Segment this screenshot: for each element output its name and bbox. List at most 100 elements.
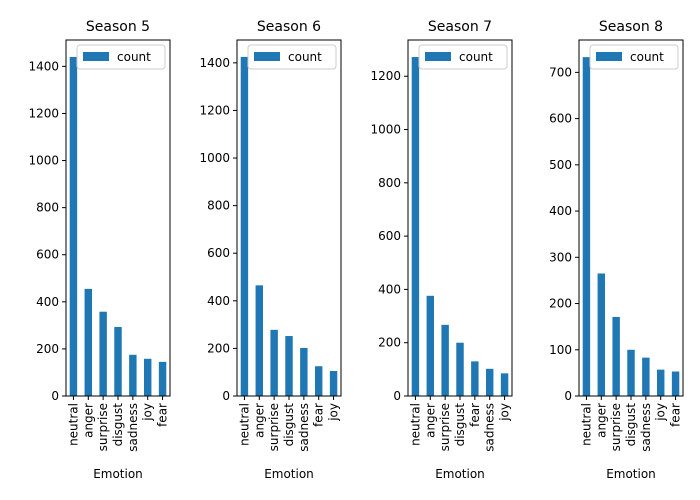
chart-panel-4: 0 100 200 300 400 500 600 700 neutral anger surpri… [549,19,684,481]
x-tick-label-disgust: disgust [453,403,467,447]
y-tick-label: 600 [549,112,572,126]
x-tick-label-sadness: sadness [297,403,311,452]
y-tick-label: 600 [36,248,59,262]
y-tick-label: 600 [207,246,230,260]
chart-panel-3: 0 200 400 600 800 1000 1200 neutral anger surpris… [370,19,513,481]
legend: count [247,44,337,70]
bar-anger [84,288,92,396]
y-tick-label: 1200 [370,69,401,83]
y-tick-label: 800 [36,201,59,215]
x-tick-label-surprise: surprise [438,403,452,451]
bar-joy [329,371,338,396]
bar-joy [144,358,152,396]
y-tick-label: 300 [549,250,572,264]
x-tick-label-surprise: surprise [96,403,110,451]
legend-swatch [425,52,451,61]
y-tick-label: 200 [549,297,572,311]
chart-title: Season 7 [428,19,492,35]
x-tick-label-disgust: disgust [624,403,638,447]
x-axis-label: Emotion [264,467,314,481]
x-tick-label-neutral: neutral [66,403,80,446]
bar-fear [471,361,479,396]
legend-box [247,44,337,70]
x-tick-label-sadness: sadness [483,403,497,452]
x-tick-label-anger: anger [81,403,95,438]
x-tick-label-surprise: surprise [609,403,623,451]
bar-fear [158,361,167,396]
bar-neutral [69,56,78,396]
legend-label: count [630,50,664,64]
legend: count [76,44,166,70]
legend-swatch [83,52,109,61]
legend: count [418,44,508,70]
x-tick-label-fear: fear [468,403,482,427]
bar-surprise [441,324,449,396]
bar-disgust [456,342,464,396]
y-tick-label: 1200 [199,103,230,117]
bar-joy [500,373,509,396]
x-axis-label: Emotion [606,467,656,481]
axes-frame [407,39,513,397]
y-tick-label: 200 [207,341,230,355]
y-tick-label: 400 [378,282,401,296]
x-tick-label-fear: fear [669,403,683,427]
x-tick-label-disgust: disgust [111,403,125,447]
y-tick-label: 200 [378,336,401,350]
chart-title: Season 8 [599,19,663,35]
y-tick-label: 0 [393,389,401,403]
chart-title: Season 5 [86,19,150,35]
bar-sadness [642,357,650,396]
bar-disgust [627,349,635,396]
bar-disgust [285,336,293,396]
legend-swatch [596,52,622,61]
chart-panel-1: 0 200 400 600 800 1000 1200 1400 neutral anger sur… [28,19,171,481]
legend-box [76,44,166,70]
y-tick-label: 600 [378,229,401,243]
chart-title: Season 6 [257,19,321,35]
y-tick-label: 500 [549,158,572,172]
y-tick-label: 1400 [199,56,230,70]
y-tick-label: 1000 [199,151,230,165]
y-tick-label: 800 [207,199,230,213]
x-tick-label-neutral: neutral [579,403,593,446]
bar-surprise [612,316,620,396]
y-tick-label: 700 [549,65,572,79]
x-tick-label-anger: anger [252,403,266,438]
chart-panel-2: 0 200 400 600 800 1000 1200 1400 neutral anger sur… [199,19,342,481]
bar-sadness [300,347,308,396]
x-tick-label-sadness: sadness [126,403,140,452]
bar-sadness [129,354,137,396]
x-axis-label: Emotion [93,467,143,481]
x-tick-label-surprise: surprise [267,403,281,451]
x-tick-label-fear: fear [312,403,326,427]
bar-joy [657,369,665,396]
x-tick-label-neutral: neutral [408,403,422,446]
bar-anger [426,295,434,396]
x-tick-label-sadness: sadness [639,403,653,452]
legend-label: count [117,50,151,64]
x-tick-label-joy: joy [141,403,155,422]
bar-sadness [486,368,494,396]
bar-neutral [411,57,420,397]
y-tick-label: 0 [51,389,59,403]
x-tick-label-fear: fear [156,403,170,427]
axes-frame [578,39,684,397]
bar-anger [255,285,263,396]
y-tick-label: 100 [549,343,572,357]
y-tick-label: 800 [378,176,401,190]
legend: count [589,44,679,70]
bar-neutral [582,57,591,397]
x-tick-label-joy: joy [498,403,512,422]
bar-surprise [270,329,278,396]
bar-fear [671,371,680,396]
y-tick-label: 1200 [28,106,59,120]
y-tick-label: 200 [36,342,59,356]
x-tick-label-joy: joy [654,403,668,422]
y-tick-label: 0 [222,389,230,403]
y-tick-label: 400 [36,295,59,309]
x-tick-label-disgust: disgust [282,403,296,447]
legend-label: count [288,50,322,64]
y-tick-label: 400 [549,204,572,218]
y-tick-label: 1000 [28,154,59,168]
